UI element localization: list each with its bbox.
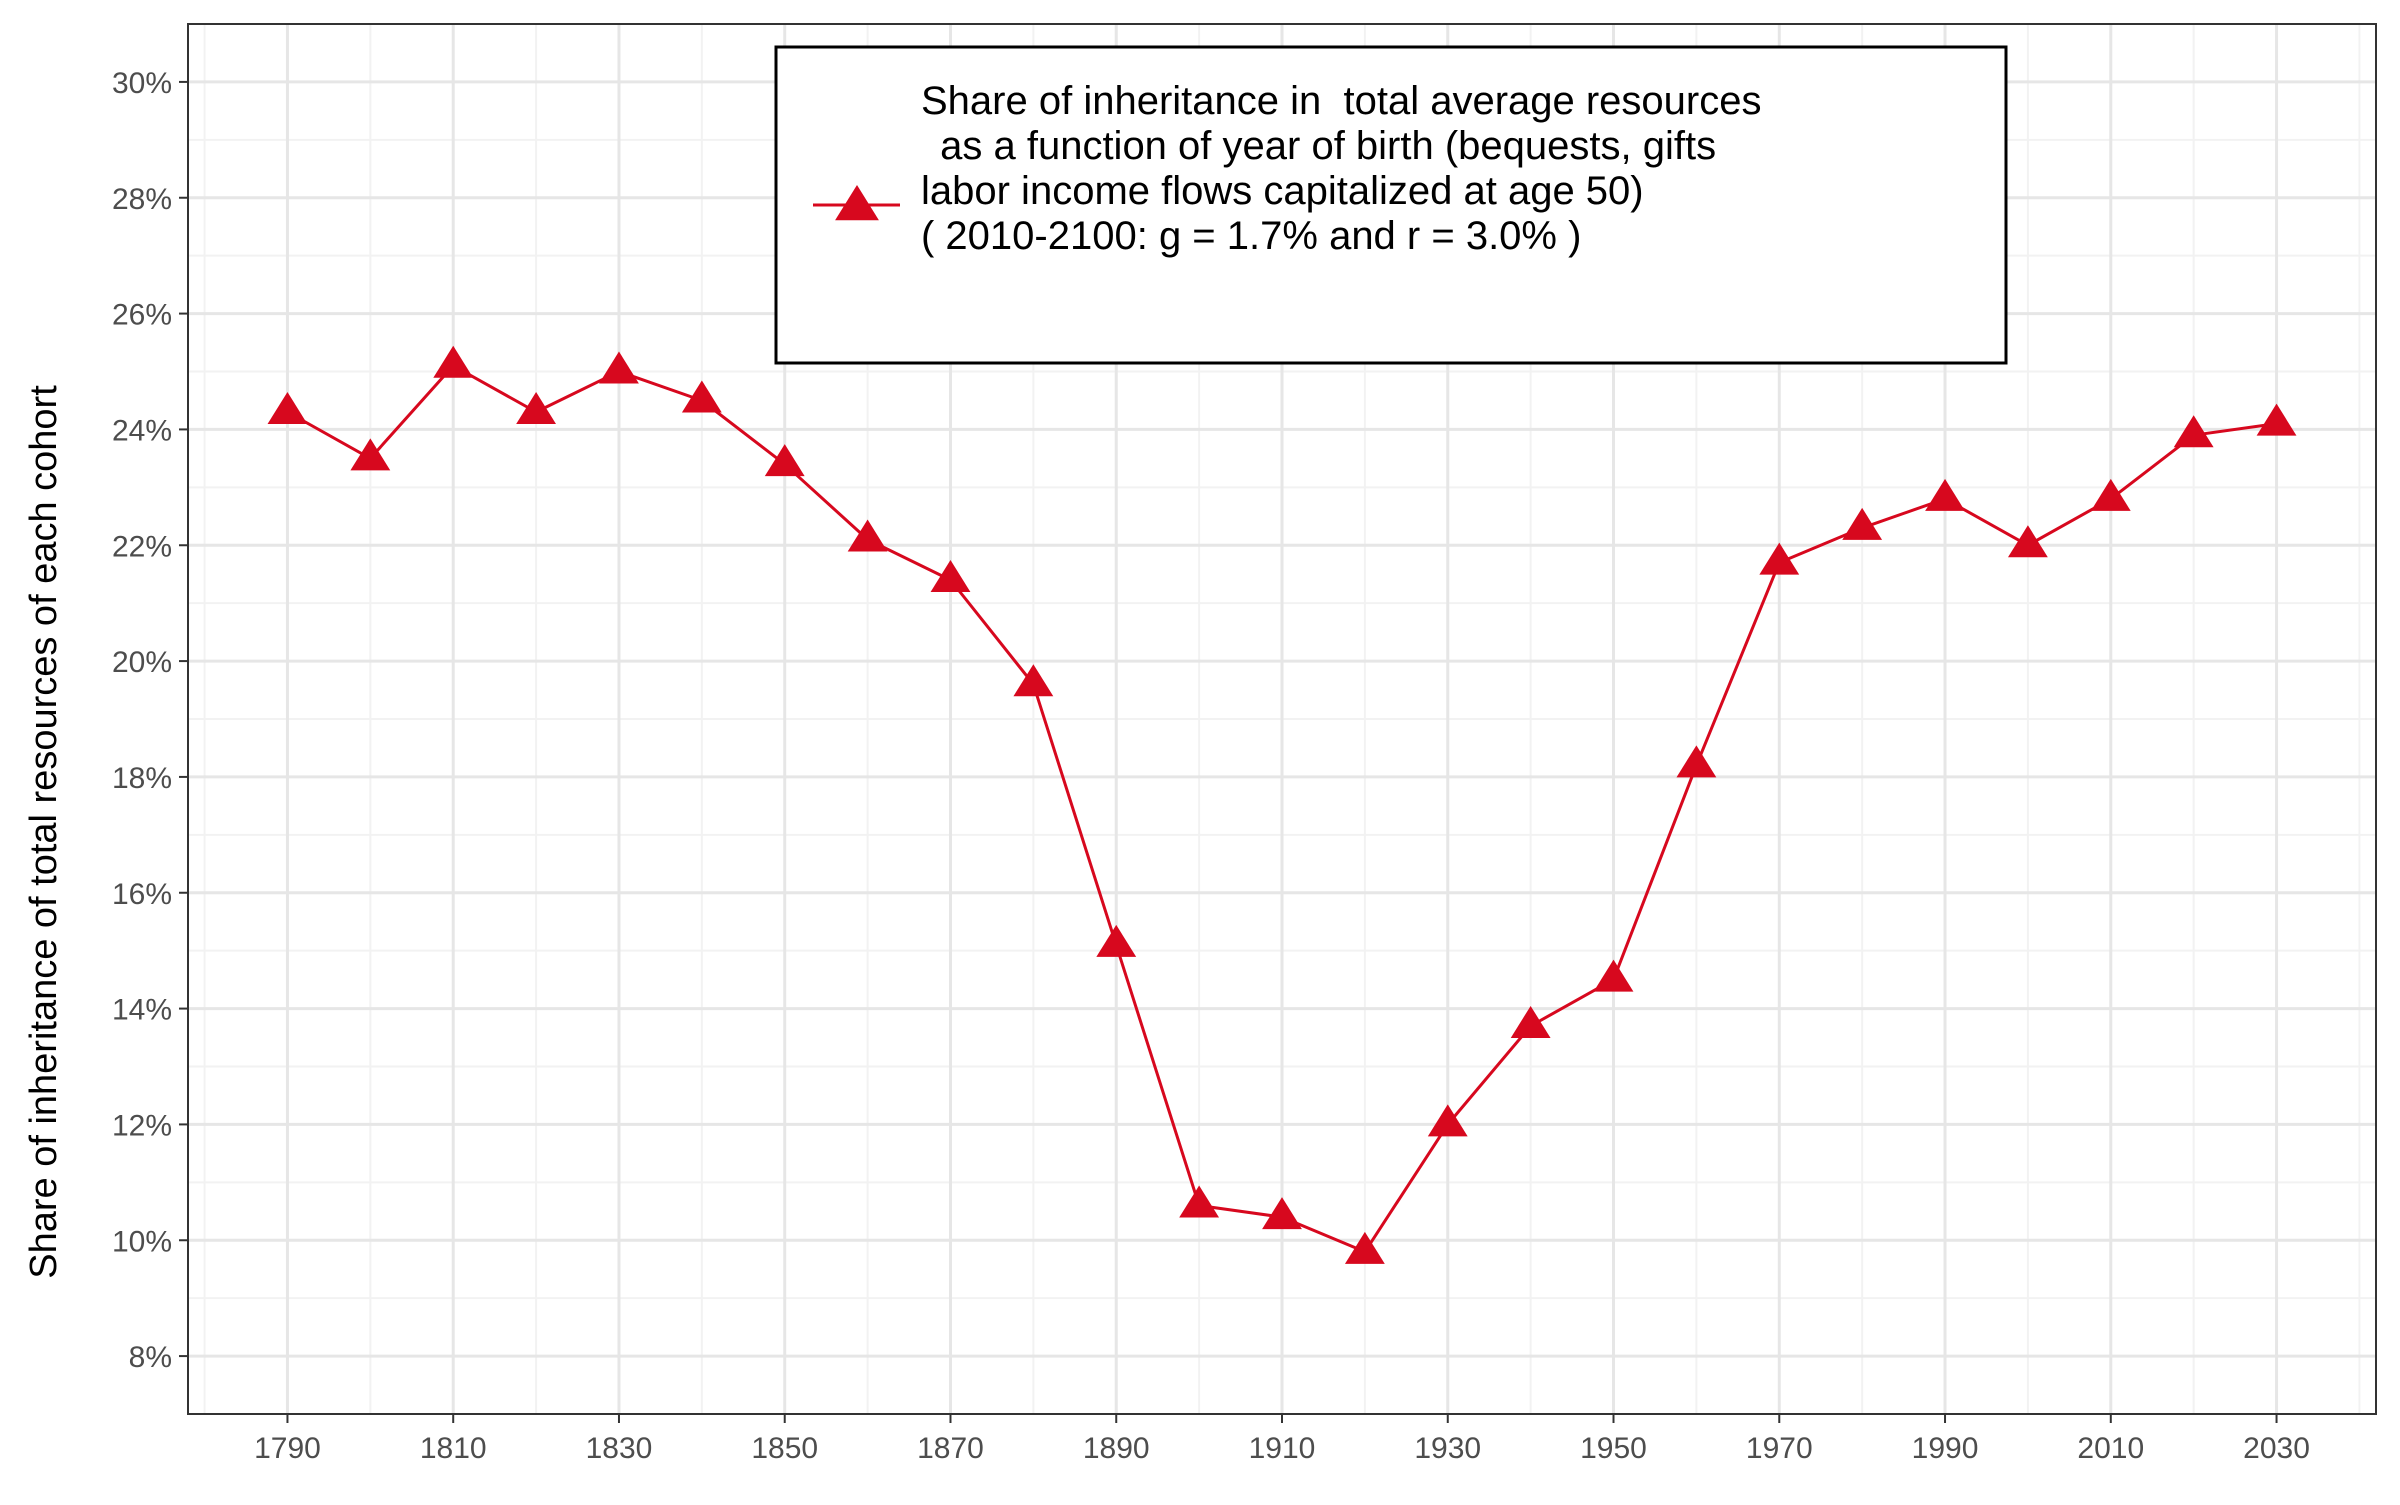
data-point-1790 [267,392,308,425]
legend-label: Share of inheritance in total average re… [921,79,1762,258]
data-point-1940 [1510,1005,1551,1038]
y-tick-label: 8% [129,1341,172,1374]
y-tick-label: 12% [112,1109,172,1142]
y-axis-ticks: 8% 10% 12% 14% 16% 18% 20% 22% 24% 26% 28% 30% [112,67,188,1374]
data-point-1950 [1593,959,1634,992]
legend-label-line: labor income flows capitalized at age 50… [921,169,1644,213]
x-axis-ticks: 1790 1810 1830 1850 1870 1890 1910 1930 1950 1970… [254,1414,2310,1465]
data-point-1910 [1262,1197,1302,1230]
x-tick-label: 1830 [586,1432,653,1465]
data-point-1800 [350,438,391,471]
x-tick-label: 2010 [2077,1432,2144,1465]
data-point-1850 [764,444,805,477]
y-tick-label: 14% [112,994,172,1027]
data-point-1870 [930,560,971,592]
data-point-1990 [1925,478,1965,511]
data-point-2020 [2173,415,2214,448]
x-tick-label: 1970 [1746,1432,1813,1465]
x-tick-label: 1790 [254,1432,321,1465]
legend-key-triangle-marker [835,185,879,221]
x-tick-label: 1810 [420,1432,487,1465]
y-tick-label: 18% [112,762,172,795]
y-tick-label: 16% [112,878,172,911]
data-point-2010 [2090,478,2131,511]
x-tick-label: 1910 [1249,1432,1316,1465]
y-tick-label: 30% [112,67,172,100]
y-tick-label: 26% [112,299,172,332]
data-point-1830 [599,351,639,384]
legend-label-line: as a function of year of birth (bequests… [929,124,1716,168]
series-layer [267,345,2297,1264]
y-tick-label: 28% [112,183,172,216]
x-tick-label: 1930 [1414,1432,1481,1465]
data-point-1960 [1676,745,1717,778]
legend-label-line: ( 2010-2100: g = 1.7% and r = 3.0% ) [921,214,1581,258]
data-point-1980 [1842,507,1883,540]
data-point-1920 [1344,1231,1385,1264]
data-point-1810 [433,345,474,378]
data-point-1970 [1759,542,1800,575]
data-point-1880 [1013,664,1054,697]
x-tick-label: 1850 [751,1432,818,1465]
legend-label-line: Share of inheritance in total average re… [921,79,1762,123]
x-tick-label: 1870 [917,1432,984,1465]
x-tick-label: 2030 [2243,1432,2310,1465]
x-tick-label: 1990 [1912,1432,1979,1465]
data-point-1930 [1427,1104,1468,1137]
data-point-1890 [1096,924,1137,957]
y-tick-label: 10% [112,1225,172,1258]
y-tick-label: 20% [112,646,172,679]
data-point-2000 [2007,525,2048,558]
data-point-1860 [847,519,888,552]
legend: Share of inheritance in total average re… [774,45,2008,365]
data-point-1840 [681,380,722,413]
x-tick-label: 1890 [1083,1432,1150,1465]
y-axis-title: Share of inheritance of total resources … [23,385,65,1279]
legend-box [774,45,2008,365]
y-tick-label: 24% [112,414,172,447]
data-point-1900 [1179,1185,1220,1218]
data-point-1820 [516,392,557,425]
y-tick-label: 22% [112,530,172,563]
x-tick-label: 1950 [1580,1432,1647,1465]
data-point-2030 [2256,403,2297,436]
